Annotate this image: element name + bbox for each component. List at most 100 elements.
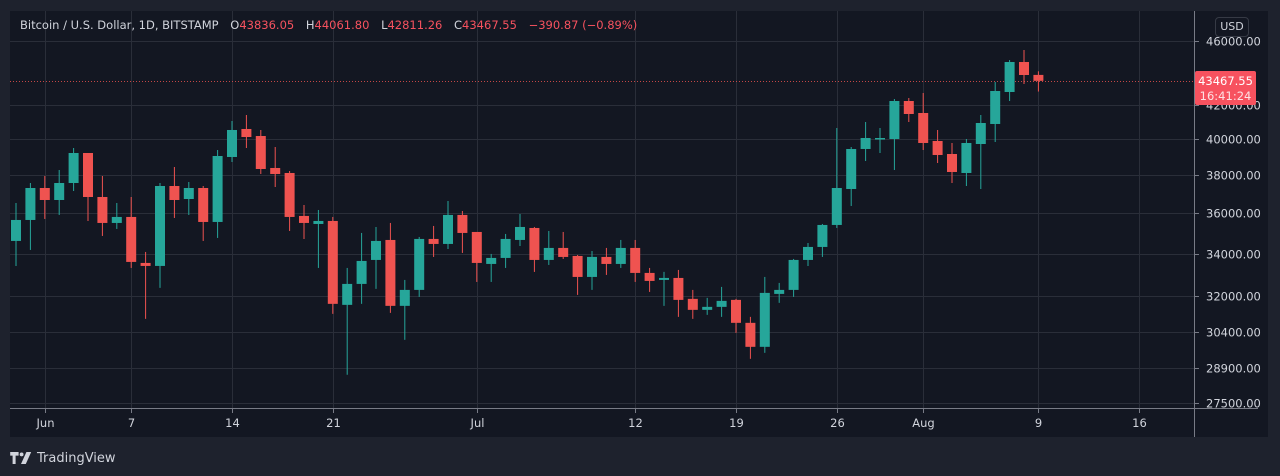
candle [183,181,194,215]
last-price-value: 43467.55 [1198,74,1253,88]
candle [731,298,741,333]
candle [572,254,583,295]
candle [803,242,813,266]
svg-text:9: 9 [1035,416,1042,430]
candle [961,139,972,187]
candle [299,204,309,239]
candle [428,225,439,257]
candle [471,231,482,282]
svg-text:30400.00: 30400.00 [1206,326,1261,340]
svg-text:19: 19 [729,416,744,430]
brand-name: TradingView [37,450,116,466]
candle [284,170,295,231]
candle [241,114,252,148]
candle [198,186,209,241]
candle [500,233,511,268]
candle [25,183,36,250]
candle [659,271,669,306]
candle [558,231,569,259]
candle [68,147,79,192]
candle [155,183,165,288]
low-label: L [381,18,388,32]
tradingview-brand[interactable]: TradingView [10,448,116,468]
candle [443,200,453,249]
candle [356,232,367,304]
tradingview-logo-icon [10,452,32,464]
svg-text:16: 16 [1132,416,1147,430]
candle [11,202,21,266]
high-label: H [305,18,315,32]
candle [615,239,626,268]
candle [918,92,929,150]
candle [975,114,986,189]
candle [486,253,497,282]
candle [1004,59,1015,101]
svg-text:27500.00: 27500.00 [1206,397,1261,411]
candle [54,169,65,215]
candle [630,239,641,282]
candle [932,129,943,164]
candle [529,226,540,272]
svg-text:26: 26 [830,416,845,430]
symbol-legend: Bitcoin / U.S. Dollar, 1D, BITSTAMP O438… [10,11,645,39]
candle [587,250,597,290]
svg-text:28900.00: 28900.00 [1206,362,1261,376]
candle [227,121,237,163]
high-value: 44061.80 [314,18,370,32]
candle [831,127,842,228]
svg-text:36000.00: 36000.00 [1206,207,1261,221]
change-value: −390.87 (−0.89%) [528,18,638,32]
svg-text:7: 7 [128,416,135,430]
candle [673,269,684,317]
svg-text:34000.00: 34000.00 [1206,248,1261,262]
candle [947,142,957,184]
close-label: C [454,18,463,32]
svg-text:38000.00: 38000.00 [1206,169,1261,183]
svg-text:Jun: Jun [36,416,55,430]
low-value: 42811.26 [387,18,443,32]
svg-text:46000.00: 46000.00 [1206,35,1261,49]
candle [601,247,612,275]
candle [860,121,871,162]
svg-text:Jul: Jul [470,416,485,430]
candle [687,289,698,319]
svg-text:12: 12 [628,416,643,430]
candle [716,286,727,317]
candle [1019,50,1029,84]
candle [414,236,425,297]
candle [745,316,756,359]
candle [327,216,338,314]
svg-text:21: 21 [326,416,341,430]
candle [371,226,381,289]
axes: 46000.0042000.0040000.0038000.0036000.00… [10,11,1261,437]
candle [97,176,108,236]
candle [270,146,281,188]
svg-text:32000.00: 32000.00 [1206,290,1261,304]
chart-frame [10,11,1268,437]
grid-lines [10,11,1194,408]
candle [702,297,713,315]
candle [457,210,468,253]
candle [774,282,785,303]
bar-countdown: 16:41:24 [1199,89,1252,103]
candle [399,279,410,340]
candle [83,152,93,221]
candle [313,209,324,268]
open-label: O [230,18,240,32]
candle [644,267,655,292]
svg-text:40000.00: 40000.00 [1206,133,1261,147]
candle [126,196,137,268]
open-value: 43836.05 [239,18,295,32]
candle [788,258,799,297]
candle [140,251,151,319]
symbol-title: Bitcoin / U.S. Dollar, 1D, BITSTAMP [20,18,219,32]
currency-button[interactable]: USD [1215,17,1249,37]
candle [543,230,554,265]
candle [875,127,885,153]
candle [111,202,122,229]
candles [11,50,1044,375]
candle [39,176,50,219]
candle [759,276,770,353]
candle [212,149,223,238]
